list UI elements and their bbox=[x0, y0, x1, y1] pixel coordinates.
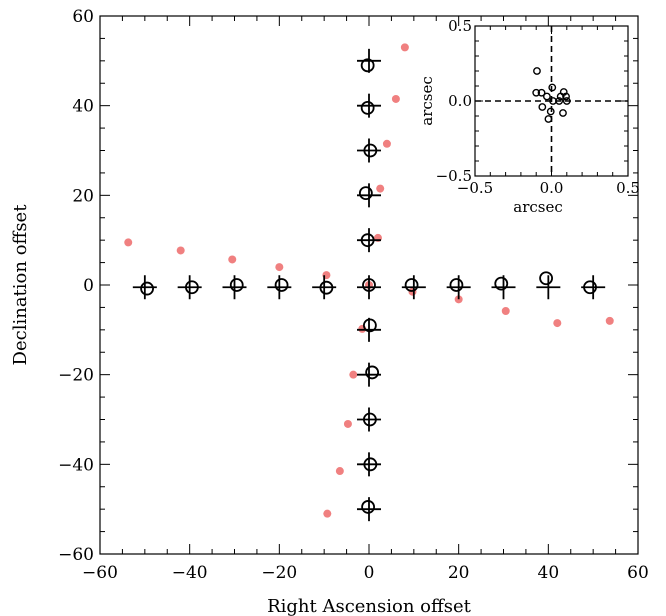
model-point bbox=[124, 238, 133, 247]
y-axis-title: Declination offset bbox=[10, 204, 31, 366]
inset-residual-point bbox=[538, 103, 547, 111]
measured-point bbox=[140, 281, 154, 296]
y-tick-label: 20 bbox=[72, 186, 94, 206]
inset-y-tick-label: 0.0 bbox=[448, 92, 472, 110]
inset-x-tick-label: 0.5 bbox=[616, 179, 640, 197]
measured-point bbox=[583, 280, 597, 295]
y-tick-label: −20 bbox=[58, 366, 94, 386]
inset-x-axis-title: arcsec bbox=[513, 198, 563, 216]
measured-point bbox=[404, 278, 419, 292]
target-plus-marker bbox=[357, 452, 381, 477]
inset-y-axis-title: arcsec bbox=[418, 76, 436, 126]
main-plot: −60 −40 −20 0 20 40 60 −60 −40 −20 0 20 40 60 bbox=[58, 7, 649, 583]
model-point bbox=[454, 295, 463, 304]
inset-x-tick-label: −0.5 bbox=[457, 179, 493, 197]
target-plus-marker bbox=[536, 275, 561, 300]
measured-point bbox=[185, 280, 199, 295]
model-point bbox=[349, 370, 358, 379]
x-tick-label: 40 bbox=[538, 563, 560, 583]
inset-residual-point bbox=[537, 88, 546, 97]
measured-point bbox=[360, 233, 375, 248]
inset-residual-point bbox=[548, 83, 557, 92]
inset-plot: −0.5 0.0 0.5 −0.5 0.0 0.5 bbox=[436, 17, 640, 197]
target-plus-marker bbox=[357, 228, 381, 253]
target-plus-marker bbox=[357, 317, 381, 342]
model-point bbox=[228, 255, 237, 264]
x-tick-label: −60 bbox=[82, 563, 118, 583]
measured-point bbox=[494, 276, 509, 291]
measured-point bbox=[360, 101, 375, 115]
measured-point bbox=[363, 457, 378, 472]
measured-point bbox=[363, 143, 378, 158]
model-point bbox=[335, 467, 344, 476]
x-tick-label: −20 bbox=[261, 563, 297, 583]
y-tick-label: 60 bbox=[72, 7, 94, 27]
inset-y-tick-label: −0.5 bbox=[436, 167, 472, 185]
model-point bbox=[323, 509, 332, 518]
measured-point bbox=[539, 271, 553, 286]
target-plus-marker bbox=[357, 48, 381, 73]
measured-point bbox=[229, 278, 244, 292]
inset-residual-point bbox=[543, 92, 551, 101]
model-point bbox=[176, 246, 185, 255]
inset-residual-point bbox=[562, 92, 570, 101]
measured-point bbox=[361, 500, 376, 514]
inset-plot-frame bbox=[474, 25, 629, 177]
target-plus-marker bbox=[357, 407, 381, 432]
target-plus-marker bbox=[581, 275, 606, 300]
model-point bbox=[382, 139, 391, 148]
model-point bbox=[400, 43, 409, 52]
model-point bbox=[605, 316, 614, 325]
inset-residual-point bbox=[532, 88, 541, 97]
x-tick-label: 60 bbox=[627, 563, 649, 583]
model-point bbox=[553, 319, 562, 328]
target-plus-marker bbox=[357, 138, 381, 163]
inset-residual-point bbox=[559, 109, 567, 117]
y-tick-label: 0 bbox=[83, 276, 94, 296]
measured-point bbox=[362, 412, 377, 427]
model-point bbox=[275, 263, 284, 272]
measured-point bbox=[449, 278, 464, 292]
inset-residual-point bbox=[544, 115, 553, 123]
model-point bbox=[501, 307, 510, 316]
measured-point bbox=[319, 280, 334, 295]
inset-residual-point bbox=[546, 107, 555, 116]
measured-point bbox=[360, 58, 375, 73]
inset-x-tick-label: 0.0 bbox=[540, 179, 564, 197]
inset-y-tick-label: 0.5 bbox=[448, 17, 472, 35]
inset-residual-point bbox=[555, 97, 564, 105]
model-point bbox=[376, 184, 385, 193]
main-plot-frame bbox=[99, 15, 639, 555]
inset-residual-point bbox=[533, 67, 541, 75]
x-tick-label: −40 bbox=[172, 563, 208, 583]
y-tick-label: 40 bbox=[72, 97, 94, 117]
measured-point bbox=[362, 318, 377, 333]
measured-point bbox=[365, 365, 380, 380]
measured-point bbox=[362, 278, 376, 292]
inset-residual-point bbox=[562, 97, 571, 105]
measured-point bbox=[274, 278, 289, 292]
x-tick-label: 0 bbox=[364, 563, 375, 583]
measured-point bbox=[358, 186, 373, 200]
x-tick-label: 20 bbox=[448, 563, 470, 583]
x-axis-title: Right Ascension offset bbox=[267, 596, 472, 616]
y-tick-label: −60 bbox=[58, 545, 94, 565]
model-point bbox=[343, 419, 352, 428]
model-point bbox=[391, 94, 400, 103]
y-tick-label: −40 bbox=[58, 455, 94, 475]
